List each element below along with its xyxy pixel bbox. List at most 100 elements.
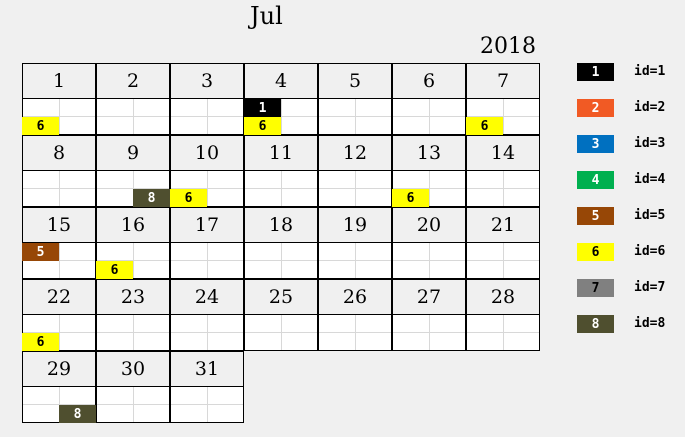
day-cell-19[interactable]: 19: [318, 207, 392, 279]
day-cell-15[interactable]: 15: [22, 207, 96, 279]
day-number: 10: [170, 135, 244, 171]
legend-swatch: 6: [577, 243, 614, 261]
day-events-area[interactable]: [392, 314, 466, 351]
day-number: 20: [392, 207, 466, 243]
legend-label: id=2: [634, 100, 666, 115]
day-number: 29: [22, 351, 96, 387]
legend-swatch: 5: [577, 207, 614, 225]
day-number: 28: [466, 279, 540, 315]
day-events-area[interactable]: [466, 98, 540, 135]
event-chip-id-6[interactable]: 6: [22, 333, 59, 351]
day-number: 9: [96, 135, 170, 171]
day-number: 30: [96, 351, 170, 387]
day-events-area[interactable]: [170, 386, 244, 423]
day-events-area[interactable]: [318, 98, 392, 135]
event-chip-id-6[interactable]: 6: [170, 189, 207, 207]
event-chip-id-6[interactable]: 6: [244, 117, 281, 135]
day-cell-28[interactable]: 28: [466, 279, 540, 351]
day-cell-12[interactable]: 12: [318, 135, 392, 207]
day-cell-20[interactable]: 20: [392, 207, 466, 279]
day-events-area[interactable]: [466, 314, 540, 351]
day-events-area[interactable]: [22, 170, 96, 207]
day-cell-8[interactable]: 8: [22, 135, 96, 207]
year-label: 2018: [480, 34, 536, 59]
legend-swatch: 2: [577, 99, 614, 117]
day-number: 21: [466, 207, 540, 243]
day-number: 27: [392, 279, 466, 315]
day-events-area[interactable]: [318, 170, 392, 207]
legend-swatch: 4: [577, 171, 614, 189]
day-cell-11[interactable]: 11: [244, 135, 318, 207]
day-number: 31: [170, 351, 244, 387]
day-cell-6[interactable]: 6: [392, 63, 466, 135]
day-number: 7: [466, 63, 540, 99]
day-number: 24: [170, 279, 244, 315]
day-events-area[interactable]: [96, 98, 170, 135]
day-number: 19: [318, 207, 392, 243]
day-events-area[interactable]: [244, 242, 318, 279]
day-events-area[interactable]: [170, 98, 244, 135]
event-chip-id-6[interactable]: 6: [22, 117, 59, 135]
event-chip-id-6[interactable]: 6: [392, 189, 429, 207]
month-title: Jul: [250, 2, 283, 30]
day-number: 1: [22, 63, 96, 99]
day-cell-14[interactable]: 14: [466, 135, 540, 207]
legend-swatch: 1: [577, 63, 614, 81]
event-chip-id-6[interactable]: 6: [96, 261, 133, 279]
day-events-area[interactable]: [318, 242, 392, 279]
day-cell-21[interactable]: 21: [466, 207, 540, 279]
day-events-area[interactable]: [244, 170, 318, 207]
day-cell-17[interactable]: 17: [170, 207, 244, 279]
day-events-area[interactable]: [96, 314, 170, 351]
day-cell-31[interactable]: 31: [170, 351, 244, 423]
legend-label: id=6: [634, 244, 666, 259]
legend-label: id=5: [634, 208, 666, 223]
legend-label: id=4: [634, 172, 666, 187]
event-chip-id-1[interactable]: 1: [244, 99, 281, 117]
day-events-area[interactable]: [96, 386, 170, 423]
day-events-area[interactable]: [392, 98, 466, 135]
day-number: 11: [244, 135, 318, 171]
legend-swatch: 8: [577, 315, 614, 333]
day-number: 2: [96, 63, 170, 99]
day-number: 15: [22, 207, 96, 243]
day-number: 3: [170, 63, 244, 99]
day-number: 25: [244, 279, 318, 315]
legend-label: id=3: [634, 136, 666, 151]
day-number: 18: [244, 207, 318, 243]
day-cell-18[interactable]: 18: [244, 207, 318, 279]
day-events-area[interactable]: [244, 314, 318, 351]
calendar-grid: 1 2 3 4 5 6 7 8 9 10 11 12 13 14 15 16 17 18 19 20 21 22 23 24 2…: [22, 63, 541, 424]
day-cell-26[interactable]: 26: [318, 279, 392, 351]
day-cell-25[interactable]: 25: [244, 279, 318, 351]
day-events-area[interactable]: [466, 170, 540, 207]
day-events-area[interactable]: [318, 314, 392, 351]
day-number: 26: [318, 279, 392, 315]
day-cell-24[interactable]: 24: [170, 279, 244, 351]
day-number: 22: [22, 279, 96, 315]
day-cell-5[interactable]: 5: [318, 63, 392, 135]
day-number: 6: [392, 63, 466, 99]
legend-label: id=1: [634, 64, 666, 79]
legend-swatch: 3: [577, 135, 614, 153]
day-cell-13[interactable]: 13: [392, 135, 466, 207]
day-number: 23: [96, 279, 170, 315]
day-events-area[interactable]: [170, 242, 244, 279]
day-cell-27[interactable]: 27: [392, 279, 466, 351]
day-events-area[interactable]: [392, 242, 466, 279]
day-number: 14: [466, 135, 540, 171]
event-chip-id-6[interactable]: 6: [466, 117, 503, 135]
day-number: 8: [22, 135, 96, 171]
day-cell-2[interactable]: 2: [96, 63, 170, 135]
event-chip-id-8[interactable]: 8: [59, 405, 96, 423]
day-events-area[interactable]: [96, 242, 170, 279]
day-events-area[interactable]: [170, 314, 244, 351]
day-number: 12: [318, 135, 392, 171]
event-chip-id-8[interactable]: 8: [133, 189, 170, 207]
day-events-area[interactable]: [466, 242, 540, 279]
day-cell-23[interactable]: 23: [96, 279, 170, 351]
event-chip-id-5[interactable]: 5: [22, 243, 59, 261]
day-number: 4: [244, 63, 318, 99]
day-cell-3[interactable]: 3: [170, 63, 244, 135]
day-cell-30[interactable]: 30: [96, 351, 170, 423]
